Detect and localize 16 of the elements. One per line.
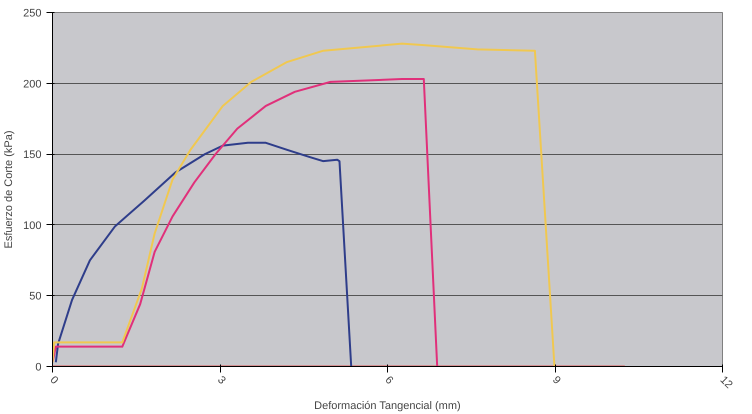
x-tick-label: 3: [215, 374, 228, 387]
x-tick-label: 9: [550, 374, 563, 387]
y-tick-label: 200: [23, 78, 42, 90]
y-tick-label: 250: [23, 8, 42, 20]
y-tick-label: 150: [23, 149, 42, 162]
y-axis-title: Esfuerzo de Corte (kPa): [3, 130, 16, 248]
y-tick-label: 50: [29, 290, 42, 303]
line-series: [54, 142, 352, 366]
y-tick-label: 100: [23, 220, 42, 232]
y-tick-label: 0: [35, 362, 42, 374]
x-tick-label: 12: [718, 374, 735, 392]
x-tick-label: 6: [382, 374, 396, 387]
x-axis-title: Deformación Tangencial (mm): [314, 400, 461, 412]
line-series: [52, 78, 438, 366]
line-series: [52, 42, 556, 366]
x-tick-label: 0: [48, 374, 60, 387]
